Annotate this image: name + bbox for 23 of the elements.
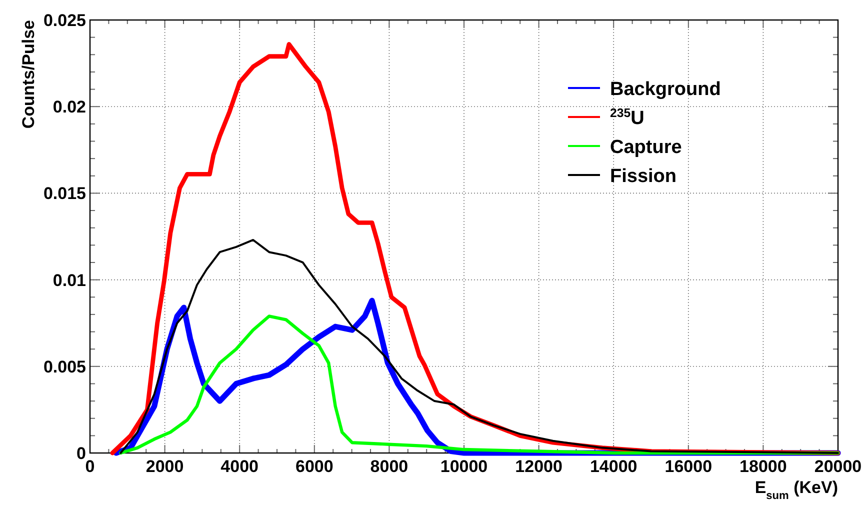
legend-label: $^{235}$U [610,106,644,129]
x-axis-title: E$_{sum}$ (KeV) [754,478,838,502]
x-tick-label: 20000 [814,457,862,476]
legend-label: Capture [610,137,682,158]
x-tick-label: 16000 [664,457,712,476]
y-axis-title: Counts/Pulse [19,20,38,129]
x-tick-label: 2000 [146,457,184,476]
y-tick-label: 0.01 [52,270,86,290]
x-tick-label: 14000 [590,457,638,476]
legend-label: Background [610,79,721,100]
x-tick-label: 12000 [515,457,562,476]
y-tick-label: 0.005 [43,357,86,376]
x-tick-label: 6000 [295,457,334,476]
y-tick-label: 0.02 [52,98,86,117]
line-series [120,238,839,454]
x-tick-label: 10000 [440,457,488,476]
y-tick-label: 0.015 [43,184,86,204]
x-tick-label: 4000 [220,457,259,476]
y-tick-label: 0 [76,444,86,463]
x-tick-label: 18000 [740,457,787,476]
legend-label: Fission [610,166,677,187]
x-tick-label: 8000 [370,457,408,476]
y-tick-label: 0.025 [43,11,86,30]
